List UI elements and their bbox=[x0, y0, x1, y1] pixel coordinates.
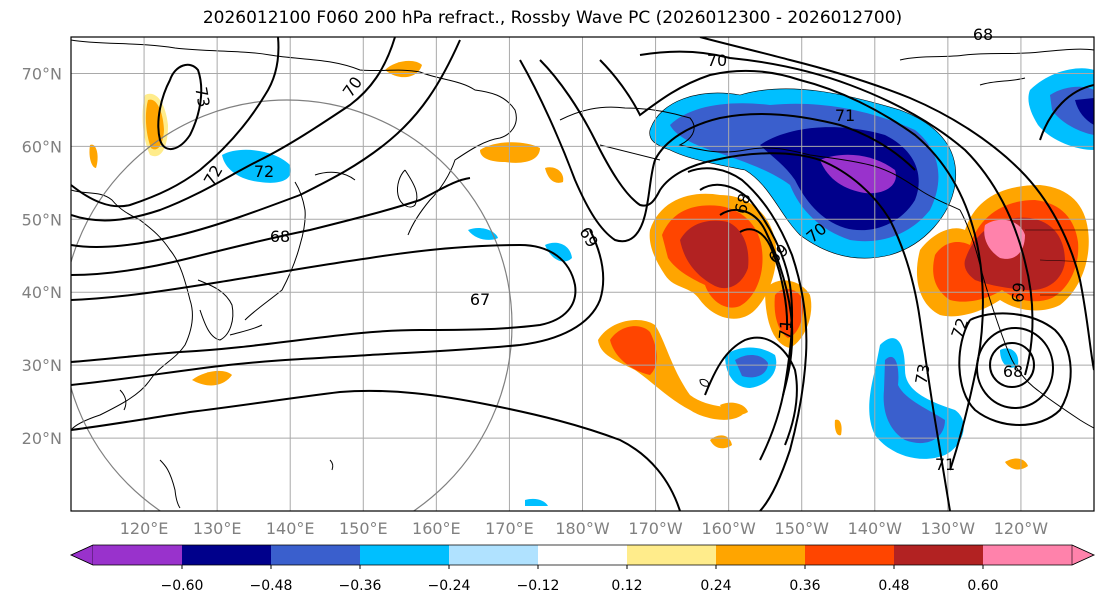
lon-label: 140°E bbox=[266, 519, 315, 538]
colorbar-segment bbox=[449, 545, 539, 565]
colorbar-segment bbox=[360, 545, 450, 565]
lat-label: 30°N bbox=[22, 356, 62, 375]
lon-label: 160°E bbox=[412, 519, 461, 538]
colorbar-extend-low bbox=[70, 544, 94, 566]
contour-label: 72 bbox=[254, 162, 274, 181]
colorbar-frame bbox=[70, 544, 1095, 566]
contour-label: 73 bbox=[911, 362, 933, 385]
colorbar-tick-label: 0.36 bbox=[789, 578, 820, 594]
contour-label: 68 bbox=[973, 25, 993, 44]
anomaly-shading bbox=[89, 60, 1094, 506]
colorbar-segment bbox=[182, 545, 272, 565]
colorbar-segment bbox=[538, 545, 628, 565]
lon-label: 170°E bbox=[485, 519, 534, 538]
colorbar-extend-high bbox=[1071, 544, 1095, 566]
contour-label: 70 bbox=[339, 73, 366, 101]
colorbar-segment bbox=[271, 545, 361, 565]
lat-label: 70°N bbox=[22, 64, 62, 83]
colorbar-tick-label: −0.24 bbox=[428, 578, 471, 594]
colorbar-tick-label: 0.24 bbox=[700, 578, 731, 594]
longitude-labels: 120°E 130°E 140°E 150°E 160°E 170°E 180°W 170°W… bbox=[120, 519, 1049, 538]
contour-label: 70 bbox=[707, 51, 727, 70]
lon-label: 130°W bbox=[921, 519, 976, 538]
colorbar-tick-label: −0.60 bbox=[161, 578, 204, 594]
lon-label: 150°W bbox=[775, 519, 830, 538]
map-gridlines bbox=[71, 37, 1094, 511]
colorbar-tick-label: 0.60 bbox=[967, 578, 998, 594]
lon-label: 180°W bbox=[555, 519, 610, 538]
lon-label: 150°E bbox=[339, 519, 388, 538]
refractivity-contours bbox=[71, 37, 1094, 511]
colorbar-segment bbox=[805, 545, 895, 565]
colorbar-segment bbox=[627, 545, 717, 565]
colorbar-tick-label: 0.12 bbox=[611, 578, 642, 594]
contour-label: 71 bbox=[775, 319, 796, 341]
colorbar-tick-label: −0.36 bbox=[339, 578, 382, 594]
contour-label: 69 bbox=[1008, 282, 1029, 304]
lon-label: 170°W bbox=[628, 519, 683, 538]
lon-label: 120°E bbox=[120, 519, 169, 538]
map-title: 2026012100 F060 200 hPa refract., Rossby… bbox=[202, 8, 903, 28]
contour-label: 67 bbox=[470, 290, 490, 309]
colorbar-tick-label: −0.48 bbox=[250, 578, 293, 594]
contour-label: 68 bbox=[270, 227, 290, 246]
lat-label: 60°N bbox=[22, 137, 62, 156]
contour-label: 73 bbox=[191, 85, 213, 108]
colorbar-segment bbox=[93, 545, 183, 565]
lon-label: 120°W bbox=[994, 519, 1049, 538]
lon-label: 160°W bbox=[701, 519, 756, 538]
lat-label: 40°N bbox=[22, 283, 62, 302]
contour-label: 68 bbox=[731, 191, 755, 216]
colorbar-tick-label: −0.12 bbox=[517, 578, 560, 594]
colorbar-tick-label: 0.48 bbox=[878, 578, 909, 594]
lon-label: 130°E bbox=[193, 519, 242, 538]
contour-label: 71 bbox=[835, 106, 855, 125]
colorbar-segment bbox=[894, 545, 984, 565]
contour-label: 72 bbox=[947, 315, 972, 341]
contour-label: 68 bbox=[1003, 362, 1023, 381]
latitude-labels: 70°N 60°N 50°N 40°N 30°N 20°N bbox=[22, 64, 62, 448]
colorbar: −0.60 −0.48 −0.36 −0.24 −0.12 0.12 0.24 0.36 0.4… bbox=[70, 544, 1095, 594]
lon-label: 140°W bbox=[848, 519, 903, 538]
map-frame bbox=[70, 36, 1095, 512]
contour-label: 71 bbox=[935, 455, 955, 474]
colorbar-segment bbox=[983, 545, 1073, 565]
lat-label: 50°N bbox=[22, 210, 62, 229]
influence-circle bbox=[71, 99, 513, 511]
colorbar-segment bbox=[716, 545, 806, 565]
lat-label: 20°N bbox=[22, 429, 62, 448]
